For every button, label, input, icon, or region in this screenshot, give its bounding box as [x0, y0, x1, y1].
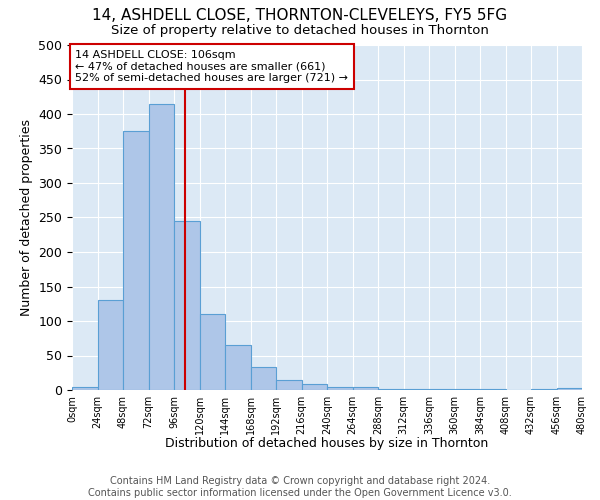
Bar — [302, 384, 327, 390]
Bar — [327, 386, 353, 390]
Bar — [149, 104, 174, 390]
Text: 14, ASHDELL CLOSE, THORNTON-CLEVELEYS, FY5 5FG: 14, ASHDELL CLOSE, THORNTON-CLEVELEYS, F… — [92, 8, 508, 22]
Bar — [251, 367, 276, 390]
Y-axis label: Number of detached properties: Number of detached properties — [20, 119, 33, 316]
X-axis label: Distribution of detached houses by size in Thornton: Distribution of detached houses by size … — [166, 437, 488, 450]
Bar — [276, 380, 302, 390]
Bar — [199, 314, 225, 390]
Bar — [72, 386, 97, 390]
Bar — [97, 300, 123, 390]
Bar — [557, 388, 582, 390]
Bar — [353, 387, 378, 390]
Text: 14 ASHDELL CLOSE: 106sqm
← 47% of detached houses are smaller (661)
52% of semi-: 14 ASHDELL CLOSE: 106sqm ← 47% of detach… — [75, 50, 348, 83]
Bar — [123, 131, 149, 390]
Text: Size of property relative to detached houses in Thornton: Size of property relative to detached ho… — [111, 24, 489, 37]
Bar — [174, 221, 199, 390]
Bar — [378, 388, 404, 390]
Bar — [225, 345, 251, 390]
Text: Contains HM Land Registry data © Crown copyright and database right 2024.
Contai: Contains HM Land Registry data © Crown c… — [88, 476, 512, 498]
